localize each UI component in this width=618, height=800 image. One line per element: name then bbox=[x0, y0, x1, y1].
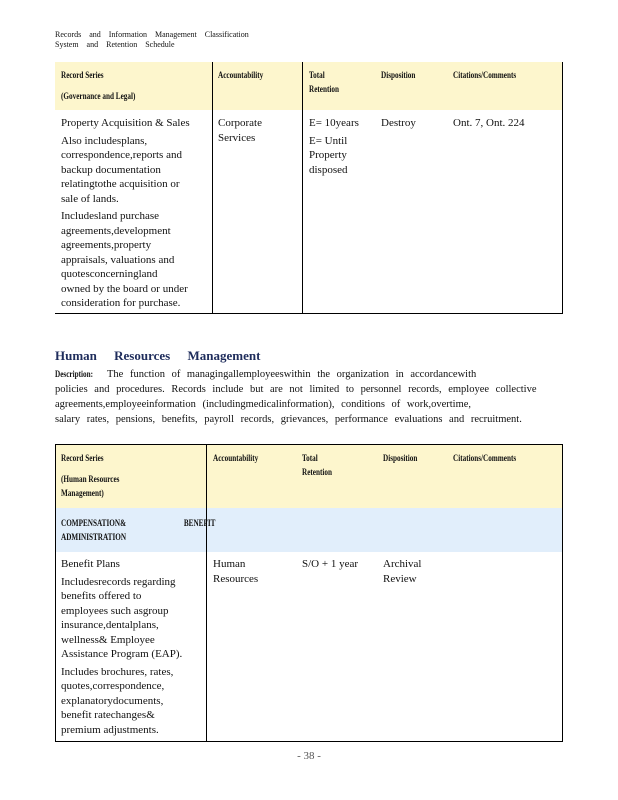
cell-disposition: Archival Review bbox=[383, 557, 421, 586]
header-citations: Citations/Comments bbox=[453, 453, 517, 463]
cell-text: Resources bbox=[213, 572, 259, 585]
cell-text: benefit ratechanges& bbox=[61, 709, 155, 721]
description-text: salary rates, pensions, benefits, payrol… bbox=[55, 414, 522, 425]
cell-disposition: Destroy bbox=[381, 117, 416, 129]
cell-text: consideration for purchase. bbox=[61, 297, 181, 309]
table-border bbox=[55, 741, 563, 742]
cell-text: Assistance Program (EAP). bbox=[61, 648, 183, 660]
table-border bbox=[562, 444, 563, 741]
cell-total-retention: E= 10years E= Until Property disposed bbox=[309, 116, 359, 177]
cell-record-series: Benefit Plans Includesrecords regarding be… bbox=[61, 557, 182, 737]
category-label: COMPENSATION& BENEFIT ADMINISTRATION bbox=[61, 516, 215, 544]
running-header: Records and Information Management Class… bbox=[55, 30, 249, 50]
cell-text: Services bbox=[218, 131, 256, 144]
header-text: Retention bbox=[302, 467, 332, 477]
category-text: COMPENSATION& BENEFIT bbox=[61, 518, 216, 528]
cell-accountability: Corporate Services bbox=[218, 116, 262, 145]
table-border bbox=[55, 444, 56, 741]
cell-text: appraisals, valuations and bbox=[61, 253, 175, 266]
cell-text: correspondence,reports and bbox=[61, 149, 182, 161]
cell-text: insurance,dentalplans, bbox=[61, 619, 159, 631]
cell-text: sale of lands. bbox=[61, 192, 119, 205]
column-divider bbox=[302, 62, 303, 314]
cell-text: Includesrecords regarding bbox=[61, 575, 176, 588]
cell-text: explanatorydocuments, bbox=[61, 694, 164, 707]
description-label: Description: bbox=[55, 369, 93, 379]
cell-text: Property bbox=[309, 149, 347, 161]
cell-text: employees such asgroup bbox=[61, 604, 169, 617]
cell-text: E= 10years bbox=[309, 117, 359, 129]
header-text: (Human Resources bbox=[61, 474, 120, 484]
cell-text: E= Until bbox=[309, 134, 348, 147]
cell-text: relatingtothe acquisition or bbox=[61, 178, 180, 190]
running-header-line: System and Retention Schedule bbox=[55, 40, 175, 49]
header-citations: Citations/Comments bbox=[453, 70, 517, 80]
page-number: - 38 - bbox=[297, 750, 321, 762]
description-text: The function of managingallemployeeswith… bbox=[107, 369, 477, 380]
header-record-series: Record Series (Governance and Legal) bbox=[61, 68, 135, 103]
category-row bbox=[55, 508, 562, 552]
table-header-row bbox=[55, 62, 562, 110]
cell-text: Benefit Plans bbox=[61, 558, 120, 570]
header-text: Retention bbox=[309, 84, 339, 94]
cell-text: agreements,development bbox=[61, 224, 171, 237]
section-description: Description: The function of managingalle… bbox=[55, 367, 565, 427]
header-text: Record Series bbox=[61, 453, 104, 463]
header-text: (Governance and Legal) bbox=[61, 91, 136, 101]
header-text: Total bbox=[309, 70, 325, 80]
cell-text: backup documentation bbox=[61, 163, 161, 176]
cell-text: Property Acquisition & Sales bbox=[61, 117, 190, 129]
header-disposition: Disposition bbox=[381, 70, 416, 80]
cell-text: Archival bbox=[383, 558, 422, 570]
cell-text: Also includesplans, bbox=[61, 134, 148, 147]
cell-text: premium adjustments. bbox=[61, 723, 159, 736]
cell-record-series: Property Acquisition & Sales Also include… bbox=[61, 116, 190, 311]
table-border bbox=[55, 444, 563, 445]
cell-text: Human bbox=[213, 558, 246, 570]
cell-accountability: Human Resources bbox=[213, 557, 258, 586]
cell-text: agreements,property bbox=[61, 239, 152, 251]
running-header-line: Records and Information Management Class… bbox=[55, 30, 249, 39]
cell-text: disposed bbox=[309, 163, 348, 176]
header-accountability: Accountability bbox=[213, 453, 259, 463]
header-total-retention: Total Retention bbox=[302, 451, 332, 479]
header-accountability: Accountability bbox=[218, 70, 264, 80]
header-text: Total bbox=[302, 453, 318, 463]
table-border bbox=[55, 313, 563, 314]
cell-text: owned by the board or under bbox=[61, 282, 188, 295]
cell-citations: Ont. 7, Ont. 224 bbox=[453, 117, 525, 129]
cell-text: quotes,correspondence, bbox=[61, 680, 165, 692]
cell-text: Corporate bbox=[218, 117, 262, 129]
header-text: Record Series bbox=[61, 70, 104, 80]
cell-text: Includes brochures, rates, bbox=[61, 665, 174, 678]
header-record-series: Record Series (Human Resources Managemen… bbox=[61, 451, 119, 500]
category-text: ADMINISTRATION bbox=[61, 532, 127, 542]
column-divider bbox=[212, 62, 213, 314]
table-border bbox=[562, 62, 563, 314]
header-disposition: Disposition bbox=[383, 453, 418, 463]
header-text: Management) bbox=[61, 488, 104, 498]
cell-text: Includesland purchase bbox=[61, 210, 160, 222]
cell-text: Review bbox=[383, 572, 417, 585]
header-total-retention: Total Retention bbox=[309, 68, 339, 96]
description-text: agreements,employeeinformation (includin… bbox=[55, 399, 472, 410]
section-title: Human Resources Management bbox=[55, 348, 261, 363]
table-header-row bbox=[55, 444, 562, 508]
cell-text: wellness& Employee bbox=[61, 633, 155, 646]
cell-text: benefits offered to bbox=[61, 590, 142, 602]
cell-total-retention: S/O + 1 year bbox=[302, 558, 358, 570]
column-divider bbox=[206, 444, 207, 741]
description-text: policies and procedures. Records include… bbox=[55, 384, 537, 395]
cell-text: quotesconcerningland bbox=[61, 268, 158, 280]
